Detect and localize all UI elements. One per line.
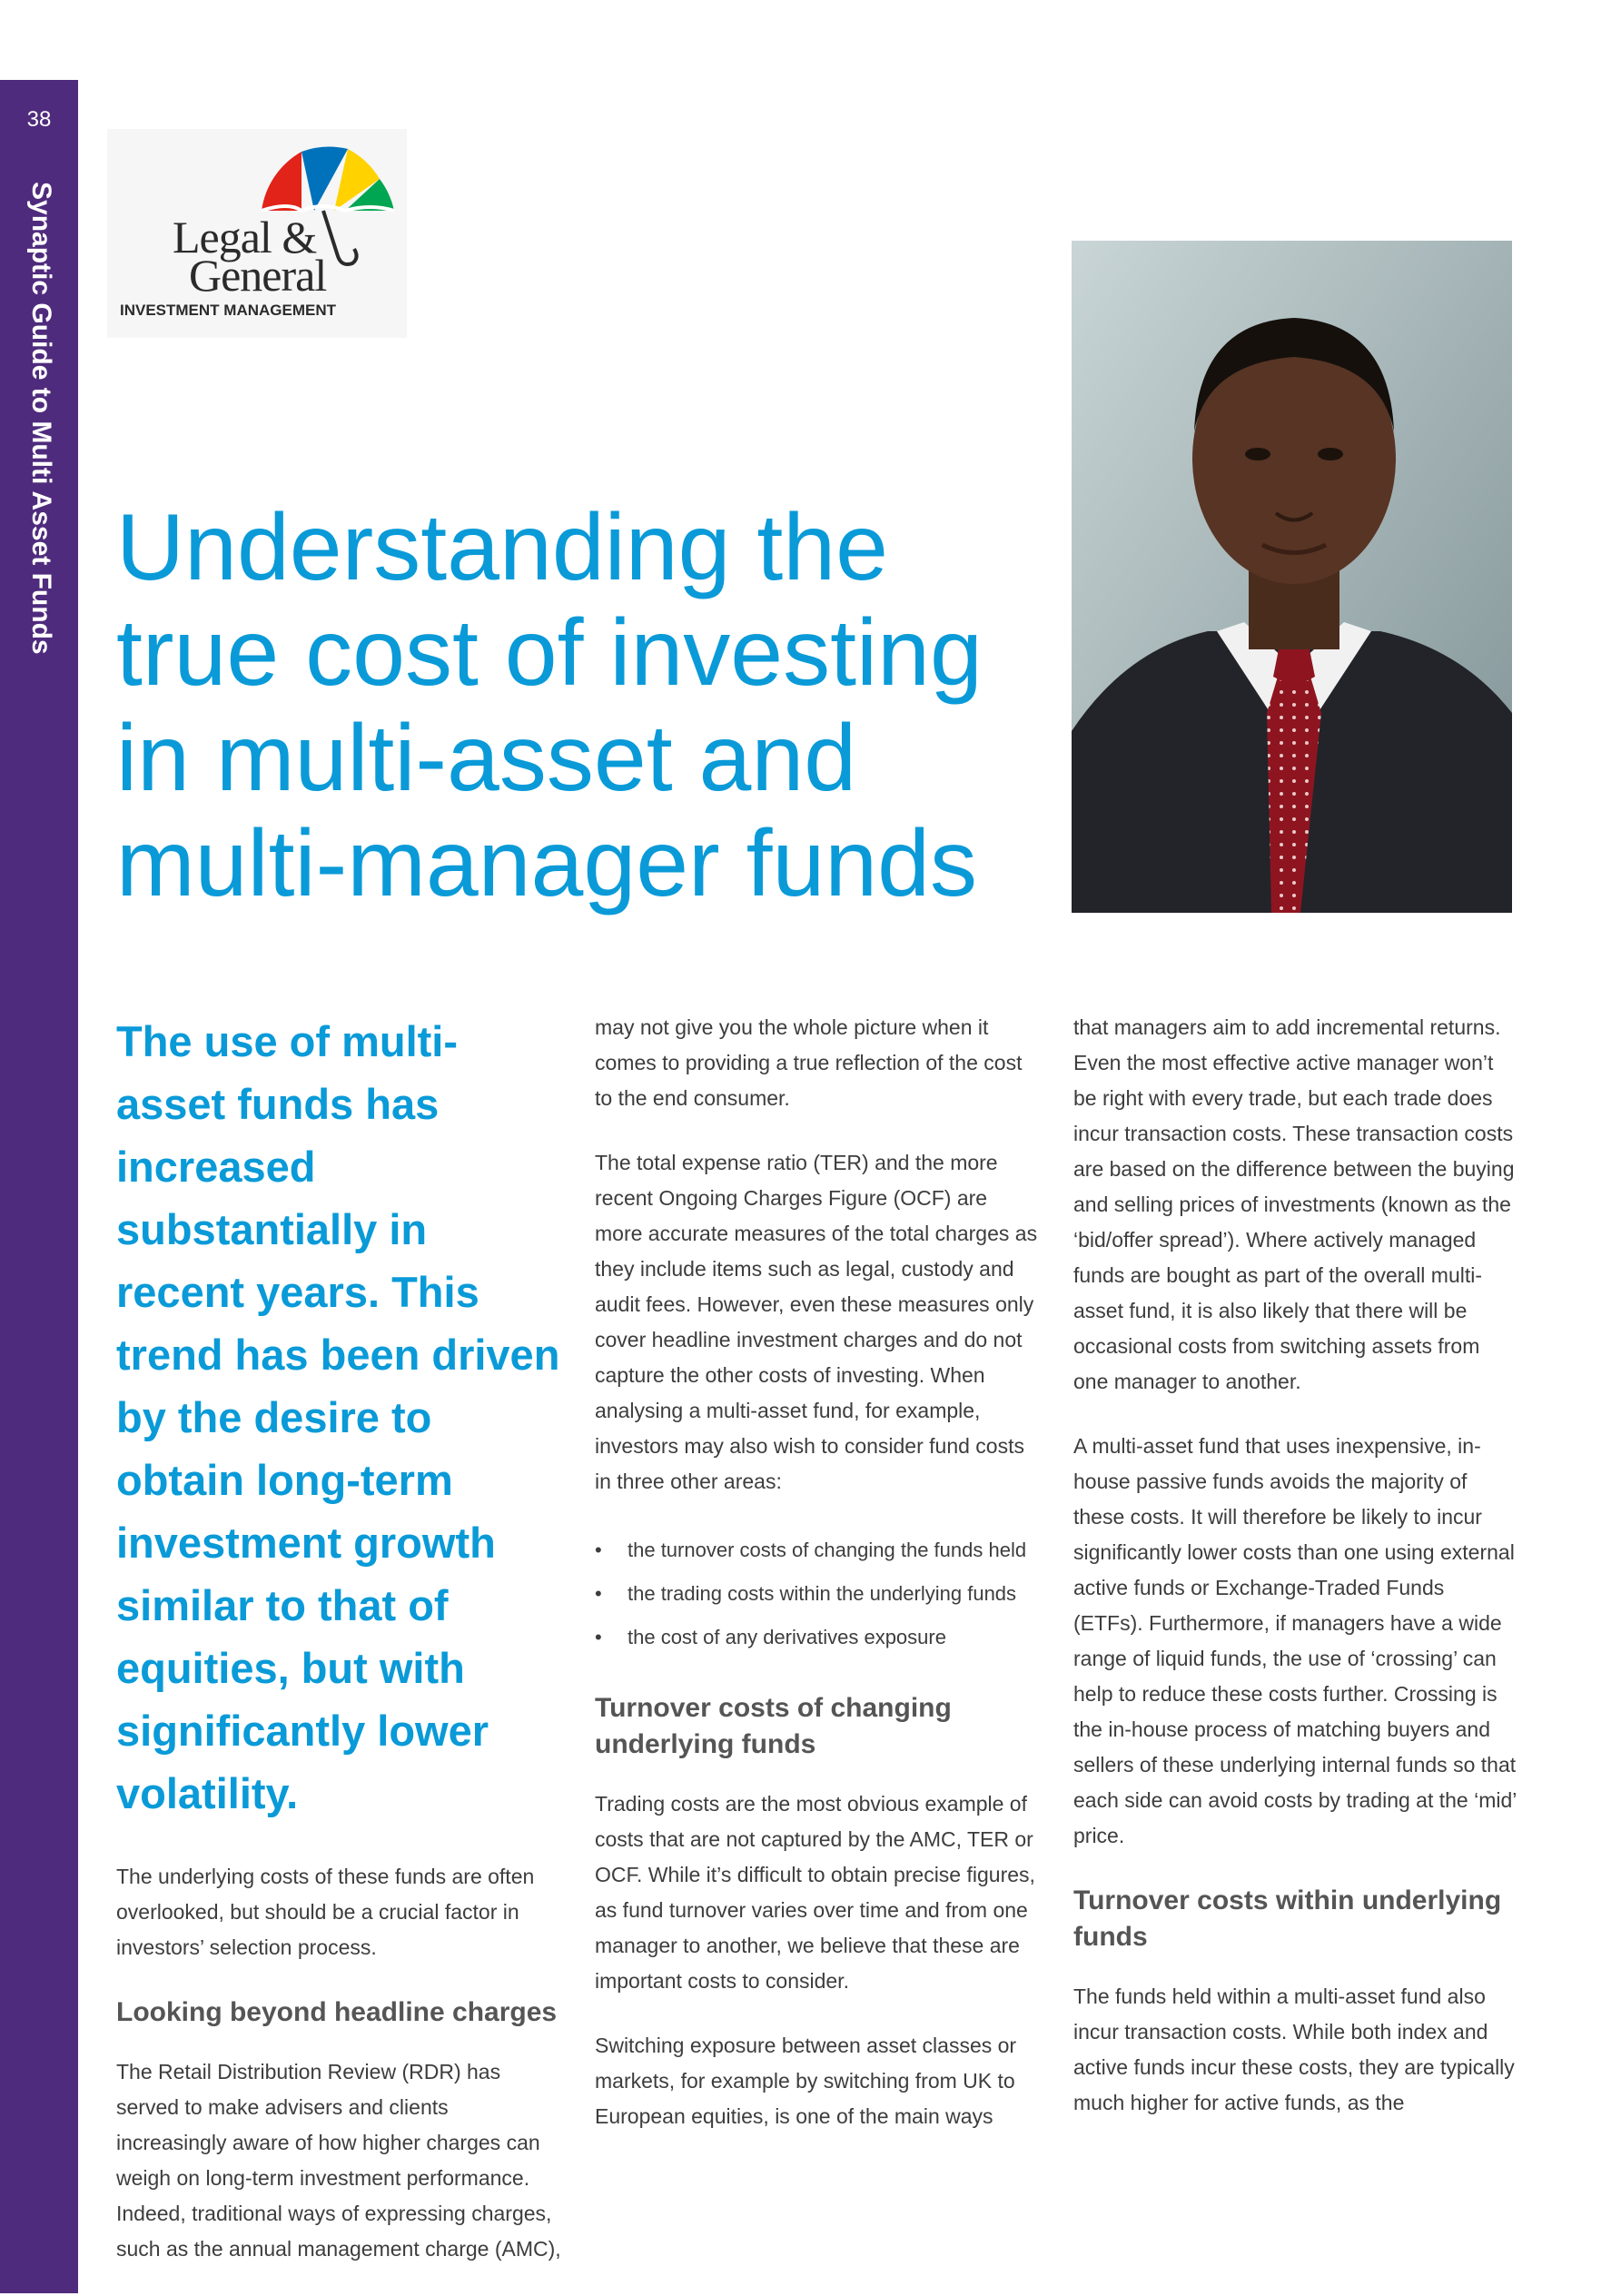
column-2: may not give you the whole picture when … [595, 1010, 1040, 2163]
paragraph: The total expense ratio (TER) and the mo… [595, 1151, 1038, 1493]
page-title: Understanding the true cost of investing… [116, 495, 983, 916]
logo-word-general: General [189, 250, 327, 301]
paragraph: that managers aim to add incremental ret… [1073, 1015, 1515, 1393]
list-item-text: the cost of any derivatives exposure [628, 1626, 946, 1648]
list-item-text: the trading costs within the underlying … [628, 1582, 1017, 1605]
logo-word-legal: Legal & [173, 212, 317, 262]
portrait-icon [1072, 241, 1512, 913]
logo-subtitle: INVESTMENT MANAGEMENT [120, 302, 336, 319]
paragraph: The underlying costs of these funds are … [116, 1865, 535, 1959]
column-3: that managers aim to add incremental ret… [1073, 1010, 1518, 2150]
paragraph: Switching exposure between asset classes… [595, 2034, 1017, 2128]
page-number: 38 [26, 107, 52, 132]
paragraph: The funds held within a multi-asset fund… [1073, 1984, 1515, 2114]
portrait-photo [1072, 241, 1512, 913]
subheading-turnover-changing: Turnover costs of changing underlying fu… [595, 1693, 952, 1759]
list-item: • the cost of any derivatives exposure [595, 1616, 1040, 1659]
list-item-text: the turnover costs of changing the funds… [628, 1539, 1027, 1561]
cost-areas-list: • the turnover costs of changing the fund… [595, 1529, 1040, 1659]
paragraph: Trading costs are the most obvious examp… [595, 1792, 1035, 1993]
subheading-turnover-within: Turnover costs within underlying funds [1073, 1885, 1502, 1952]
paragraph: A multi-asset fund that uses inexpensive… [1073, 1434, 1517, 1847]
subheading-headline-charges: Looking beyond headline charges [116, 1997, 558, 2027]
bullet-icon: • [595, 1626, 602, 1648]
publication-title: Synaptic Guide to Multi Asset Funds [26, 182, 56, 655]
column-1: The use of multi-asset funds has increas… [116, 1010, 561, 2296]
sidebar-band [0, 80, 78, 2293]
paragraph: may not give you the whole picture when … [595, 1015, 1023, 1110]
bullet-icon: • [595, 1582, 602, 1605]
umbrella-icon [261, 146, 395, 266]
list-item: • the turnover costs of changing the fund… [595, 1529, 1040, 1572]
paragraph: The Retail Distribution Review (RDR) has… [116, 2060, 561, 2261]
list-item: • the trading costs within the underlying… [595, 1572, 1040, 1616]
intro-paragraph: The use of multi-asset funds has increas… [116, 1017, 560, 1817]
legal-general-logo: Legal & General INVESTMENT MANAGEMENT [107, 129, 407, 338]
bullet-icon: • [595, 1539, 602, 1561]
